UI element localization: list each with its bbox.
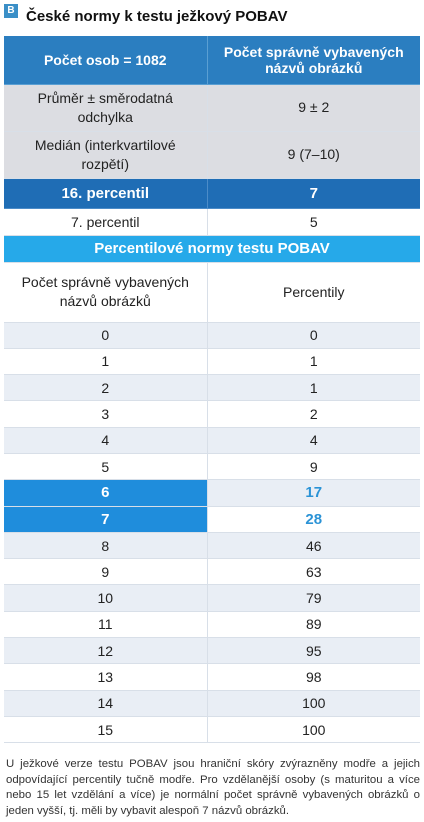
- table-row: 14 100: [4, 690, 420, 717]
- score-cell: 1: [4, 348, 208, 376]
- score-cell: 15: [4, 716, 208, 744]
- percentile-rows: 0 0 1 1 2 1 3 2 4 4 5 9 6 17 7 28 8 46 9 63 10 79 11 89 12 95 13 98…: [4, 322, 420, 744]
- percentile-cell: 17: [207, 479, 420, 507]
- percentile-cell: 2: [207, 400, 420, 428]
- percentile-cell: 4: [207, 427, 420, 454]
- percentile-cell: 95: [207, 637, 420, 665]
- score-cell: 14: [4, 690, 208, 717]
- score-cell: 0: [4, 322, 208, 349]
- score-cell: 13: [4, 663, 208, 691]
- header-area: B České normy k testu ježkový POBAV: [0, 0, 424, 36]
- percentile-cell: 1: [207, 348, 420, 376]
- table-row: 11 89: [4, 611, 420, 639]
- percentile-cell: 63: [207, 558, 420, 586]
- score-cell: 3: [4, 400, 208, 428]
- table-row: 6 17: [4, 479, 420, 507]
- norms-table: Počet osob = 1082 Počet správně vybavený…: [4, 36, 420, 744]
- percentile-cell: 100: [207, 690, 420, 717]
- percentile-cell: 89: [207, 611, 420, 639]
- table-header-row: Počet osob = 1082 Počet správně vybavený…: [4, 36, 420, 85]
- score-cell: 5: [4, 453, 208, 481]
- percentile-cell: 98: [207, 663, 420, 691]
- percentile-cell: 79: [207, 584, 420, 612]
- page-title: České normy k testu ježkový POBAV: [26, 8, 288, 25]
- score-cell: 9: [4, 558, 208, 586]
- table-row: 8 46: [4, 532, 420, 560]
- percentile-value: 5: [207, 208, 420, 236]
- percentile-7-row: 7. percentil 5: [4, 208, 420, 236]
- table-row: 12 95: [4, 637, 420, 665]
- percentile-cell: 9: [207, 453, 420, 481]
- section-title-row: Percentilové normy testu POBAV: [4, 235, 420, 263]
- percentile-cell: 1: [207, 374, 420, 402]
- table-row: 15 100: [4, 716, 420, 744]
- stat-value: 9 ± 2: [207, 84, 420, 132]
- percentile-16-row: 16. percentil 7: [4, 178, 420, 209]
- footnote: U ježkové verze testu POBAV jsou hraničn…: [6, 758, 420, 817]
- panel-tag: B: [4, 4, 18, 18]
- score-cell: 8: [4, 532, 208, 560]
- subheader-percentiles: Percentily: [207, 262, 420, 323]
- score-cell: 4: [4, 427, 208, 454]
- table-row: 13 98: [4, 663, 420, 691]
- subheader-score: Počet správně vybavených názvů obrázků: [4, 262, 208, 323]
- percentile-label: 7. percentil: [4, 208, 208, 236]
- score-cell: 6: [4, 479, 208, 507]
- stat-label: Průměr ± směrodatná odchylka: [4, 84, 208, 132]
- header-count-cell: Počet osob = 1082: [4, 36, 208, 85]
- percentile-label: 16. percentil: [4, 178, 208, 209]
- percentile-value: 7: [207, 178, 420, 209]
- score-cell: 10: [4, 584, 208, 612]
- stat-row-median: Medián (interkvartilové rozpětí) 9 (7–10…: [4, 131, 420, 179]
- percentile-cell: 100: [207, 716, 420, 744]
- header-score-cell: Počet správně vybavených názvů obrázků: [207, 36, 420, 85]
- percentile-cell: 46: [207, 532, 420, 560]
- score-cell: 12: [4, 637, 208, 665]
- percentile-cell: 0: [207, 322, 420, 349]
- stat-value: 9 (7–10): [207, 131, 420, 179]
- stat-label: Medián (interkvartilové rozpětí): [4, 131, 208, 179]
- section-title: Percentilové normy testu POBAV: [4, 235, 420, 263]
- table-row: 10 79: [4, 584, 420, 612]
- score-cell: 2: [4, 374, 208, 402]
- score-cell: 7: [4, 506, 208, 533]
- percentile-cell: 28: [207, 506, 420, 533]
- table-row: 9 63: [4, 558, 420, 586]
- stat-row-mean: Průměr ± směrodatná odchylka 9 ± 2: [4, 84, 420, 132]
- subheader-row: Počet správně vybavených názvů obrázků P…: [4, 262, 420, 323]
- table-row: 7 28: [4, 506, 420, 533]
- score-cell: 11: [4, 611, 208, 639]
